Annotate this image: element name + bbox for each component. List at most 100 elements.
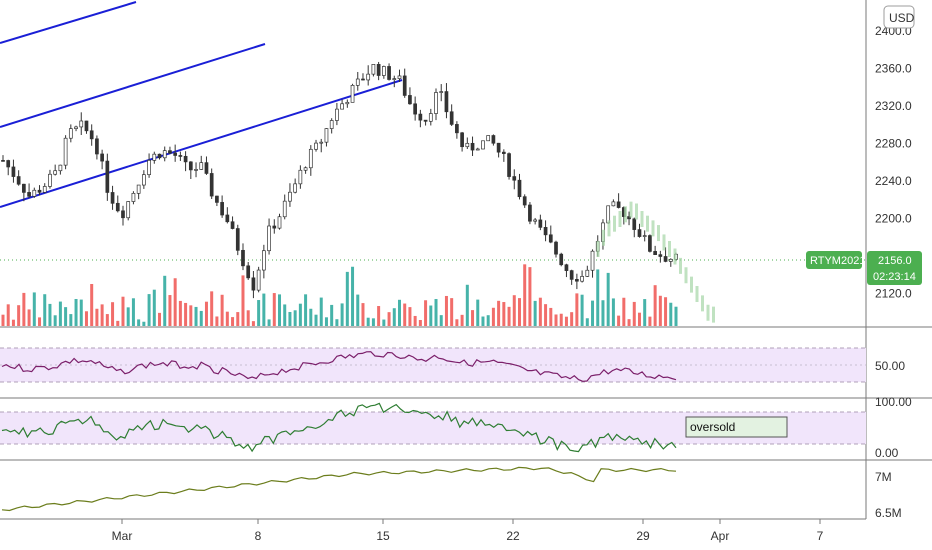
candle-body[interactable] xyxy=(126,201,131,219)
candle-body[interactable] xyxy=(27,192,31,197)
candle-body[interactable] xyxy=(569,270,574,280)
candle-body[interactable] xyxy=(246,265,251,279)
candle-body[interactable] xyxy=(162,150,167,159)
candle-body[interactable] xyxy=(350,84,355,103)
candle-body[interactable] xyxy=(642,235,647,237)
candle-body[interactable] xyxy=(381,66,386,76)
candle-body[interactable] xyxy=(397,75,402,79)
candle-body[interactable] xyxy=(204,162,209,174)
candle-body[interactable] xyxy=(632,218,637,230)
candle-body[interactable] xyxy=(32,189,37,197)
candle-body[interactable] xyxy=(340,103,344,110)
candle-body[interactable] xyxy=(220,202,224,216)
candle-body[interactable] xyxy=(668,258,673,262)
candle-body[interactable] xyxy=(355,78,360,86)
candle-body[interactable] xyxy=(554,241,558,255)
candle-body[interactable] xyxy=(449,111,454,125)
candle-body[interactable] xyxy=(658,254,663,257)
trendline-middle[interactable] xyxy=(0,43,266,128)
candle-body[interactable] xyxy=(16,176,21,185)
candle-body[interactable] xyxy=(89,130,94,140)
candle-body[interactable] xyxy=(199,162,204,170)
candle-body[interactable] xyxy=(366,73,371,81)
candle-body[interactable] xyxy=(533,219,537,222)
candle-body[interactable] xyxy=(538,219,543,228)
candle-body[interactable] xyxy=(335,108,339,121)
candle-body[interactable] xyxy=(303,167,308,171)
candle-body[interactable] xyxy=(413,103,417,115)
candle-body[interactable] xyxy=(100,153,104,162)
candle-body[interactable] xyxy=(475,148,480,151)
candle-body[interactable] xyxy=(209,173,214,197)
candle-body[interactable] xyxy=(256,269,261,291)
candle-body[interactable] xyxy=(575,279,579,282)
candle-body[interactable] xyxy=(314,142,318,150)
candle-body[interactable] xyxy=(188,161,193,171)
candle-body[interactable] xyxy=(225,214,230,223)
price-badge[interactable] xyxy=(867,251,922,285)
candle-body[interactable] xyxy=(512,176,517,181)
candle-body[interactable] xyxy=(105,160,110,193)
candle-body[interactable] xyxy=(611,201,616,207)
candle-body[interactable] xyxy=(564,264,569,271)
candle-body[interactable] xyxy=(329,120,334,129)
candle-body[interactable] xyxy=(288,191,292,202)
candle-body[interactable] xyxy=(262,250,266,271)
candle-body[interactable] xyxy=(470,142,475,151)
candle-body[interactable] xyxy=(616,201,621,208)
candle-body[interactable] xyxy=(58,164,63,172)
candle-body[interactable] xyxy=(277,216,282,229)
candle-body[interactable] xyxy=(428,113,433,122)
candle-body[interactable] xyxy=(84,120,89,132)
symbol-badge[interactable] xyxy=(806,251,862,269)
candle-body[interactable] xyxy=(293,183,298,193)
candle-body[interactable] xyxy=(319,141,324,144)
candle-body[interactable] xyxy=(387,66,391,80)
candle-body[interactable] xyxy=(606,205,611,224)
candle-body[interactable] xyxy=(136,184,141,194)
candle-body[interactable] xyxy=(444,91,449,113)
candle-body[interactable] xyxy=(455,124,459,134)
candle-body[interactable] xyxy=(142,174,146,186)
candle-body[interactable] xyxy=(63,137,68,166)
candle-body[interactable] xyxy=(423,119,428,122)
candle-body[interactable] xyxy=(376,64,381,76)
candle-body[interactable] xyxy=(528,204,532,222)
candle-body[interactable] xyxy=(121,210,125,219)
candle-body[interactable] xyxy=(173,152,178,156)
candle-body[interactable] xyxy=(68,128,73,139)
candle-body[interactable] xyxy=(580,276,584,282)
candle-body[interactable] xyxy=(37,189,42,193)
candle-body[interactable] xyxy=(215,195,219,203)
trendline-lower[interactable] xyxy=(0,79,403,208)
candle-body[interactable] xyxy=(408,95,412,105)
candle-body[interactable] xyxy=(42,186,47,193)
candle-body[interactable] xyxy=(637,229,642,237)
candle-body[interactable] xyxy=(486,135,491,142)
candle-body[interactable] xyxy=(543,227,548,236)
candle-body[interactable] xyxy=(282,200,287,218)
candle-body[interactable] xyxy=(517,179,522,198)
candle-body[interactable] xyxy=(308,148,313,169)
candle-body[interactable] xyxy=(548,234,553,243)
candle-body[interactable] xyxy=(298,169,303,185)
candle-body[interactable] xyxy=(53,170,58,175)
candle-body[interactable] xyxy=(522,196,527,206)
candle-body[interactable] xyxy=(131,192,136,202)
candle-body[interactable] xyxy=(663,256,668,262)
candle-body[interactable] xyxy=(48,173,52,187)
candle-body[interactable] xyxy=(22,183,26,193)
candle-body[interactable] xyxy=(361,78,365,81)
candle-body[interactable] xyxy=(147,160,151,176)
candle-body[interactable] xyxy=(585,269,590,277)
candle-body[interactable] xyxy=(241,249,245,267)
trendline-upper[interactable] xyxy=(0,1,137,44)
candle-body[interactable] xyxy=(157,153,162,159)
currency-button[interactable] xyxy=(883,5,915,29)
candle-body[interactable] xyxy=(324,128,329,143)
candle-body[interactable] xyxy=(272,225,277,229)
candle-body[interactable] xyxy=(481,140,485,150)
candle-body[interactable] xyxy=(110,192,115,204)
